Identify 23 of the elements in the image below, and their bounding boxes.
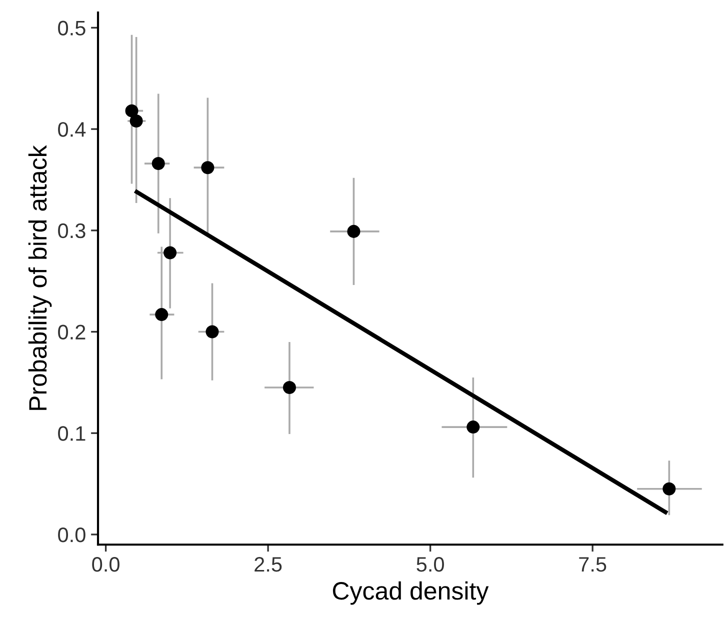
point: [164, 246, 177, 260]
point: [201, 161, 214, 174]
point: [130, 114, 143, 128]
y-tick-label: 0.5: [58, 20, 86, 36]
y-tick-label: 0.2: [58, 324, 86, 340]
point: [206, 325, 219, 338]
x-axis-title: Cycad density: [332, 581, 489, 605]
x-tick-label: 2.5: [254, 556, 282, 572]
y-tick-label: 0.4: [58, 122, 86, 137]
y-axis-title: Probability of bird attack: [28, 145, 52, 410]
y-tick-label: 0.3: [58, 223, 86, 238]
x-tick-label: 5.0: [416, 556, 444, 572]
point: [662, 482, 676, 496]
y-tick-label: 0.0: [58, 527, 86, 542]
point: [466, 420, 480, 434]
point: [155, 308, 168, 322]
y-tick-label: 0.1: [58, 426, 86, 441]
point: [347, 224, 360, 238]
point: [282, 381, 296, 394]
point: [152, 157, 165, 170]
x-tick-label: 7.5: [579, 557, 606, 572]
x-tick-label: 0.0: [92, 556, 120, 572]
point: [125, 104, 138, 118]
